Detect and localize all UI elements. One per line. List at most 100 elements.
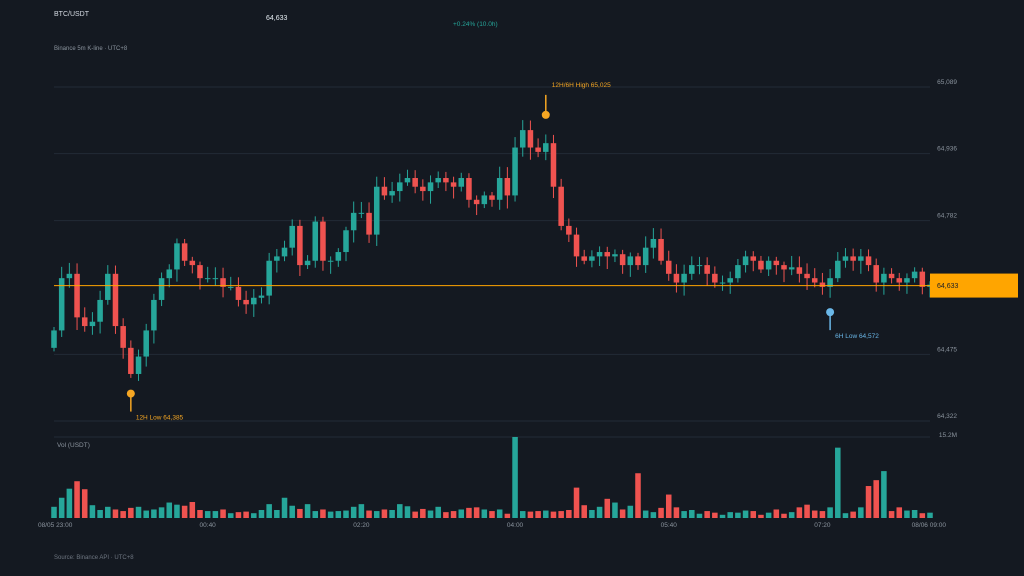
volume-bar bbox=[473, 507, 480, 518]
volume-bar bbox=[458, 509, 465, 518]
candles bbox=[51, 120, 933, 381]
volume-bar bbox=[489, 511, 495, 518]
volume-bar bbox=[735, 512, 741, 518]
volume-bar bbox=[420, 508, 426, 518]
high-annotation-label: 12H/6H High 65,025 bbox=[552, 82, 611, 89]
volume-bar bbox=[274, 510, 280, 518]
candle-body bbox=[151, 299, 157, 331]
x-tick-label: 04:00 bbox=[507, 522, 524, 529]
last-price-label: 64,633 bbox=[937, 283, 959, 290]
candle-body bbox=[919, 271, 926, 287]
candle-body bbox=[573, 234, 580, 257]
volume-bar bbox=[350, 506, 357, 518]
current-price: 64,633 bbox=[266, 15, 288, 22]
candle-body bbox=[397, 182, 403, 192]
candle-body bbox=[427, 182, 434, 192]
candle-body bbox=[158, 278, 165, 300]
volume-bar bbox=[781, 513, 787, 518]
volume-bar bbox=[689, 510, 695, 518]
volume-bar bbox=[788, 512, 795, 518]
volume-bar bbox=[466, 507, 472, 518]
candle-body bbox=[696, 265, 703, 267]
candle-body bbox=[765, 260, 772, 270]
volume-bar bbox=[765, 512, 772, 518]
volume-bar bbox=[712, 512, 718, 518]
volume-bar bbox=[227, 513, 234, 518]
candle-body bbox=[366, 212, 372, 235]
low6-marker-dot bbox=[826, 308, 835, 317]
volume-bar bbox=[842, 513, 849, 518]
volume-bar bbox=[481, 509, 488, 518]
candle-body bbox=[873, 265, 879, 283]
candle-body bbox=[735, 265, 741, 279]
volume-bar bbox=[773, 509, 780, 518]
volume-bar bbox=[811, 510, 818, 518]
volume-bar bbox=[120, 511, 126, 518]
x-tick-label: 02:20 bbox=[353, 522, 370, 529]
volume-bar bbox=[304, 504, 311, 518]
candle-body bbox=[489, 195, 495, 200]
volume-bar bbox=[450, 511, 457, 518]
candle-body bbox=[896, 278, 903, 283]
volume-bar bbox=[212, 511, 219, 518]
volume-bar bbox=[519, 511, 526, 518]
candle-body bbox=[673, 273, 680, 283]
volume-bar bbox=[404, 506, 411, 518]
candle-body bbox=[435, 178, 441, 183]
x-tick-label: 05:40 bbox=[661, 522, 678, 529]
candle-body bbox=[404, 178, 411, 183]
candle-body bbox=[604, 252, 611, 257]
volume-bar bbox=[251, 513, 257, 518]
price-change: +0.24% (10.0h) bbox=[453, 21, 498, 28]
volume-bar bbox=[81, 489, 88, 518]
volume-bar bbox=[858, 507, 864, 518]
candle-body bbox=[635, 256, 641, 266]
candle-body bbox=[120, 326, 126, 348]
volume-bar bbox=[819, 511, 826, 518]
symbol-title: BTC/USDT bbox=[54, 11, 89, 18]
volume-bar bbox=[758, 514, 764, 518]
low12-marker-dot bbox=[126, 389, 135, 398]
candle-body bbox=[558, 186, 564, 226]
volume-bar bbox=[566, 510, 572, 518]
candle-body bbox=[758, 260, 764, 270]
y-tick-label: 65,089 bbox=[937, 79, 957, 86]
candle-body bbox=[174, 243, 180, 270]
candle-body bbox=[819, 282, 826, 287]
volume-bar bbox=[881, 471, 887, 518]
y-tick-label: 64,936 bbox=[937, 146, 957, 153]
y-tick-label: 64,322 bbox=[937, 413, 957, 420]
volume-bar bbox=[327, 511, 334, 518]
volume-bar bbox=[358, 504, 365, 518]
candle-body bbox=[589, 256, 595, 261]
volume-bar bbox=[658, 507, 664, 518]
volume-bar bbox=[919, 513, 926, 518]
candle-body bbox=[243, 299, 249, 305]
low12-annotation-label: 12H Low 64,385 bbox=[136, 415, 184, 422]
volume-bar bbox=[397, 504, 403, 518]
volume-bar bbox=[612, 502, 618, 518]
volume-bar bbox=[627, 505, 634, 518]
y-tick-label: 64,475 bbox=[937, 346, 957, 353]
volume-bar bbox=[681, 511, 687, 518]
volume-bar bbox=[427, 510, 434, 518]
volume-bar bbox=[635, 473, 641, 518]
volume-bar bbox=[904, 510, 910, 518]
candle-body bbox=[612, 254, 618, 257]
volume-bar bbox=[543, 510, 549, 518]
candle-body bbox=[135, 356, 142, 374]
candle-body bbox=[312, 221, 319, 261]
volume-bar bbox=[89, 505, 96, 518]
volume-bar bbox=[573, 487, 580, 518]
x-tick-label: 00:40 bbox=[200, 522, 217, 529]
candle-body bbox=[904, 278, 910, 283]
candle-body bbox=[281, 247, 288, 257]
volume-bar bbox=[66, 488, 73, 518]
volume-bar bbox=[312, 511, 319, 518]
candle-body bbox=[166, 269, 173, 279]
volume-bar bbox=[512, 437, 518, 518]
volume-bar bbox=[865, 486, 872, 518]
volume-bar bbox=[742, 510, 749, 518]
candle-body bbox=[89, 321, 96, 327]
candle-body bbox=[304, 260, 311, 266]
